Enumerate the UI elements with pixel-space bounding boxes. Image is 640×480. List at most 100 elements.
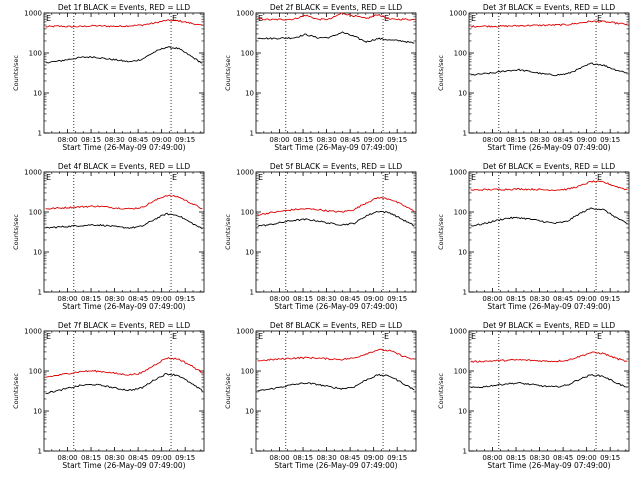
event-marker-label-left: E xyxy=(46,332,51,341)
x-axis-label: Start Time (26-May-09 07:49:00) xyxy=(274,302,397,311)
y-axis-label: Counts/sec xyxy=(12,214,20,250)
x-axis-label: Start Time (26-May-09 07:49:00) xyxy=(274,143,397,152)
plot-frame xyxy=(468,330,630,452)
panel-det-3: Det 3f BLACK = Events, RED = LLD 1 10 100 10… xyxy=(437,3,630,152)
event-marker-label: E xyxy=(384,173,389,182)
panel-title: Det 6f BLACK = Events, RED = LLD xyxy=(483,162,616,171)
x-tick-label: 08:00 xyxy=(57,454,77,462)
x-tick-label: 09:15 xyxy=(175,454,195,462)
y-tick-label: 1 xyxy=(38,130,42,138)
x-tick-label: 08:30 xyxy=(529,295,549,303)
x-axis-label: Start Time (26-May-09 07:49:00) xyxy=(62,461,185,470)
x-tick-label: 09:15 xyxy=(175,295,195,303)
event-marker-label: E xyxy=(172,14,177,23)
y-axis-label: Counts/sec xyxy=(12,373,20,409)
x-tick-label: 09:00 xyxy=(152,136,172,144)
y-tick-label: 1000 xyxy=(449,10,467,18)
series-lld-line xyxy=(257,348,415,362)
panel-det-8: Det 8f BLACK = Events, RED = LLD 1 10 100 10… xyxy=(224,321,417,470)
series-events-line xyxy=(257,210,415,227)
event-marker-label: E xyxy=(172,173,177,182)
series-lld-line xyxy=(45,194,203,210)
y-tick-label: 10 xyxy=(33,249,42,257)
y-axis-label: Counts/sec xyxy=(224,214,232,250)
y-axis-label: Counts/sec xyxy=(224,55,232,91)
x-tick-label: 09:00 xyxy=(577,295,597,303)
y-tick-label: 1000 xyxy=(449,169,467,177)
panel-det-1: Det 1f BLACK = Events, RED = LLD 1 10 100 10… xyxy=(12,3,205,152)
plot-frame xyxy=(43,12,205,134)
y-tick-label: 10 xyxy=(245,249,254,257)
x-tick-label: 08:15 xyxy=(506,454,526,462)
event-marker-label-left: E xyxy=(258,173,263,182)
plot-frame xyxy=(255,171,417,293)
series-lld-line xyxy=(45,357,203,378)
y-tick-label: 1000 xyxy=(449,328,467,336)
x-tick-label: 09:00 xyxy=(364,136,384,144)
x-tick-label: 08:00 xyxy=(482,295,502,303)
x-tick-label: 08:15 xyxy=(81,136,101,144)
y-tick-label: 1000 xyxy=(24,328,42,336)
x-tick-label: 08:45 xyxy=(340,454,360,462)
event-marker-label: E xyxy=(384,332,389,341)
y-tick-label: 1 xyxy=(250,448,254,456)
event-marker-label-left: E xyxy=(471,332,476,341)
event-marker-label-left: E xyxy=(471,173,476,182)
x-axis-label: Start Time (26-May-09 07:49:00) xyxy=(487,143,610,152)
series-events-line xyxy=(257,31,415,44)
x-tick-label: 08:15 xyxy=(506,295,526,303)
x-tick-label: 09:00 xyxy=(364,454,384,462)
y-tick-label: 100 xyxy=(241,50,254,58)
panel-title: Det 5f BLACK = Events, RED = LLD xyxy=(270,162,403,171)
series-lld-line xyxy=(470,180,628,192)
panel-title: Det 1f BLACK = Events, RED = LLD xyxy=(58,3,191,12)
x-tick-label: 09:00 xyxy=(364,295,384,303)
y-tick-label: 10 xyxy=(245,408,254,416)
y-tick-label: 1 xyxy=(250,289,254,297)
series-events-line xyxy=(470,207,628,227)
x-tick-label: 08:00 xyxy=(482,454,502,462)
x-axis-label: Start Time (26-May-09 07:49:00) xyxy=(274,461,397,470)
x-tick-label: 09:00 xyxy=(152,454,172,462)
x-tick-label: 08:45 xyxy=(553,295,573,303)
x-tick-label: 08:00 xyxy=(269,136,289,144)
x-tick-label: 08:45 xyxy=(128,295,148,303)
x-axis-label: Start Time (26-May-09 07:49:00) xyxy=(487,461,610,470)
x-tick-label: 08:45 xyxy=(553,454,573,462)
y-tick-label: 10 xyxy=(458,249,467,257)
x-axis-label: Start Time (26-May-09 07:49:00) xyxy=(62,302,185,311)
panel-det-7: Det 7f BLACK = Events, RED = LLD 1 10 100 10… xyxy=(12,321,205,470)
x-tick-label: 09:15 xyxy=(600,136,620,144)
y-tick-label: 100 xyxy=(454,50,467,58)
panel-title: Det 2f BLACK = Events, RED = LLD xyxy=(270,3,403,12)
series-lld-line xyxy=(470,351,628,363)
series-events-line xyxy=(257,373,415,392)
y-tick-label: 100 xyxy=(241,368,254,376)
y-tick-label: 10 xyxy=(33,90,42,98)
series-lld-line xyxy=(257,196,415,216)
x-tick-label: 09:15 xyxy=(387,454,407,462)
x-tick-label: 08:30 xyxy=(529,136,549,144)
x-tick-label: 08:15 xyxy=(506,136,526,144)
series-events-line xyxy=(45,212,203,230)
x-tick-label: 08:30 xyxy=(104,454,124,462)
y-axis-label: Counts/sec xyxy=(224,373,232,409)
x-tick-label: 08:00 xyxy=(269,454,289,462)
x-axis-label: Start Time (26-May-09 07:49:00) xyxy=(62,143,185,152)
panel-det-4: Det 4f BLACK = Events, RED = LLD 1 10 100 10… xyxy=(12,162,205,311)
event-marker-label: E xyxy=(597,173,602,182)
y-tick-label: 1 xyxy=(463,130,467,138)
x-tick-label: 08:15 xyxy=(293,454,313,462)
y-tick-label: 100 xyxy=(29,368,42,376)
x-tick-label: 08:00 xyxy=(269,295,289,303)
y-axis-label: Counts/sec xyxy=(437,214,445,250)
x-tick-label: 09:15 xyxy=(600,295,620,303)
x-tick-label: 08:15 xyxy=(293,295,313,303)
y-tick-label: 100 xyxy=(454,209,467,217)
y-axis-label: Counts/sec xyxy=(12,55,20,91)
x-tick-label: 08:30 xyxy=(529,454,549,462)
x-tick-label: 08:15 xyxy=(293,136,313,144)
y-tick-label: 100 xyxy=(29,209,42,217)
x-tick-label: 09:00 xyxy=(152,295,172,303)
x-tick-label: 08:45 xyxy=(128,136,148,144)
